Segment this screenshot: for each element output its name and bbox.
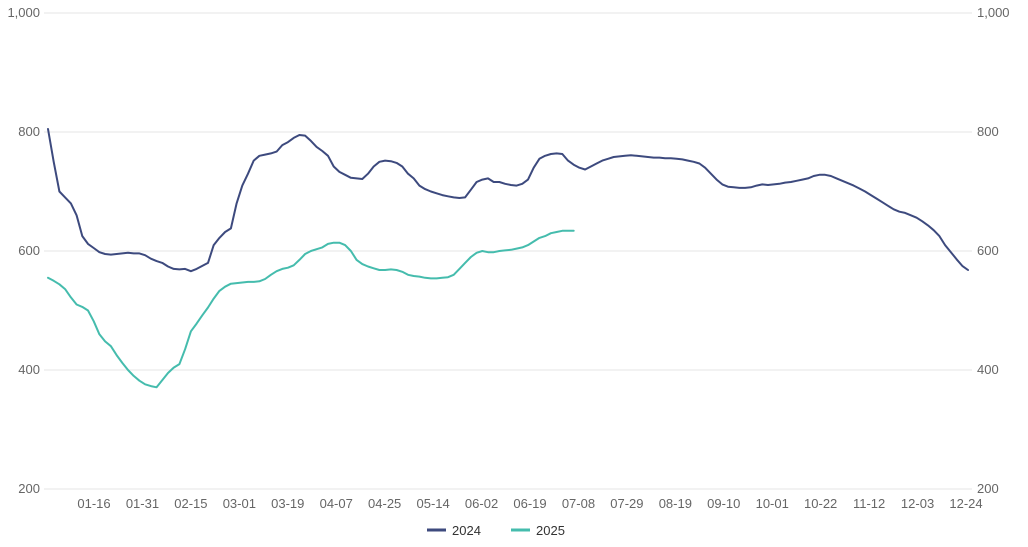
y-tick-label-left: 600 (18, 243, 40, 258)
x-tick-label: 01-31 (126, 496, 159, 511)
y-tick-label-left: 400 (18, 362, 40, 377)
legend-label-2024: 2024 (452, 523, 481, 538)
y-axis-left: 200 400 600 800 1,000 (7, 5, 40, 496)
x-tick-label: 02-15 (174, 496, 207, 511)
x-tick-label: 03-01 (223, 496, 256, 511)
x-tick-label: 09-10 (707, 496, 740, 511)
x-tick-label: 05-14 (416, 496, 449, 511)
x-tick-label: 08-19 (659, 496, 692, 511)
legend-label-2025: 2025 (536, 523, 565, 538)
legend[interactable]: 2024 2025 (427, 523, 565, 538)
y-tick-label-left: 1,000 (7, 5, 40, 20)
x-tick-label: 04-25 (368, 496, 401, 511)
x-tick-label: 06-19 (513, 496, 546, 511)
y-tick-label-left: 800 (18, 124, 40, 139)
x-tick-label: 07-08 (562, 496, 595, 511)
x-tick-label: 03-19 (271, 496, 304, 511)
x-tick-label: 06-02 (465, 496, 498, 511)
y-tick-label-right: 400 (977, 362, 999, 377)
x-tick-label: 01-16 (77, 496, 110, 511)
x-tick-label: 11-12 (853, 496, 885, 511)
series-lines (47, 128, 969, 389)
legend-item-2025[interactable]: 2025 (511, 523, 565, 538)
y-axis-right: 200 400 600 800 1,000 (977, 5, 1010, 496)
x-tick-label: 12-24 (949, 496, 982, 511)
x-axis: 01-16 01-31 02-15 03-01 03-19 04-07 04-25 05-14… (77, 496, 982, 511)
y-tick-label-right: 600 (977, 243, 999, 258)
x-tick-label: 10-01 (756, 496, 789, 511)
legend-item-2024[interactable]: 2024 (427, 523, 481, 538)
y-tick-label-right: 1,000 (977, 5, 1010, 20)
y-tick-label-left: 200 (18, 481, 40, 496)
y-tick-label-right: 800 (977, 124, 999, 139)
x-tick-label: 10-22 (804, 496, 837, 511)
x-tick-label: 07-29 (610, 496, 643, 511)
series-line-2025 (47, 229, 575, 389)
series-line-2024 (47, 128, 969, 273)
y-tick-label-right: 200 (977, 481, 999, 496)
x-tick-label: 12-03 (901, 496, 934, 511)
x-tick-label: 04-07 (320, 496, 353, 511)
